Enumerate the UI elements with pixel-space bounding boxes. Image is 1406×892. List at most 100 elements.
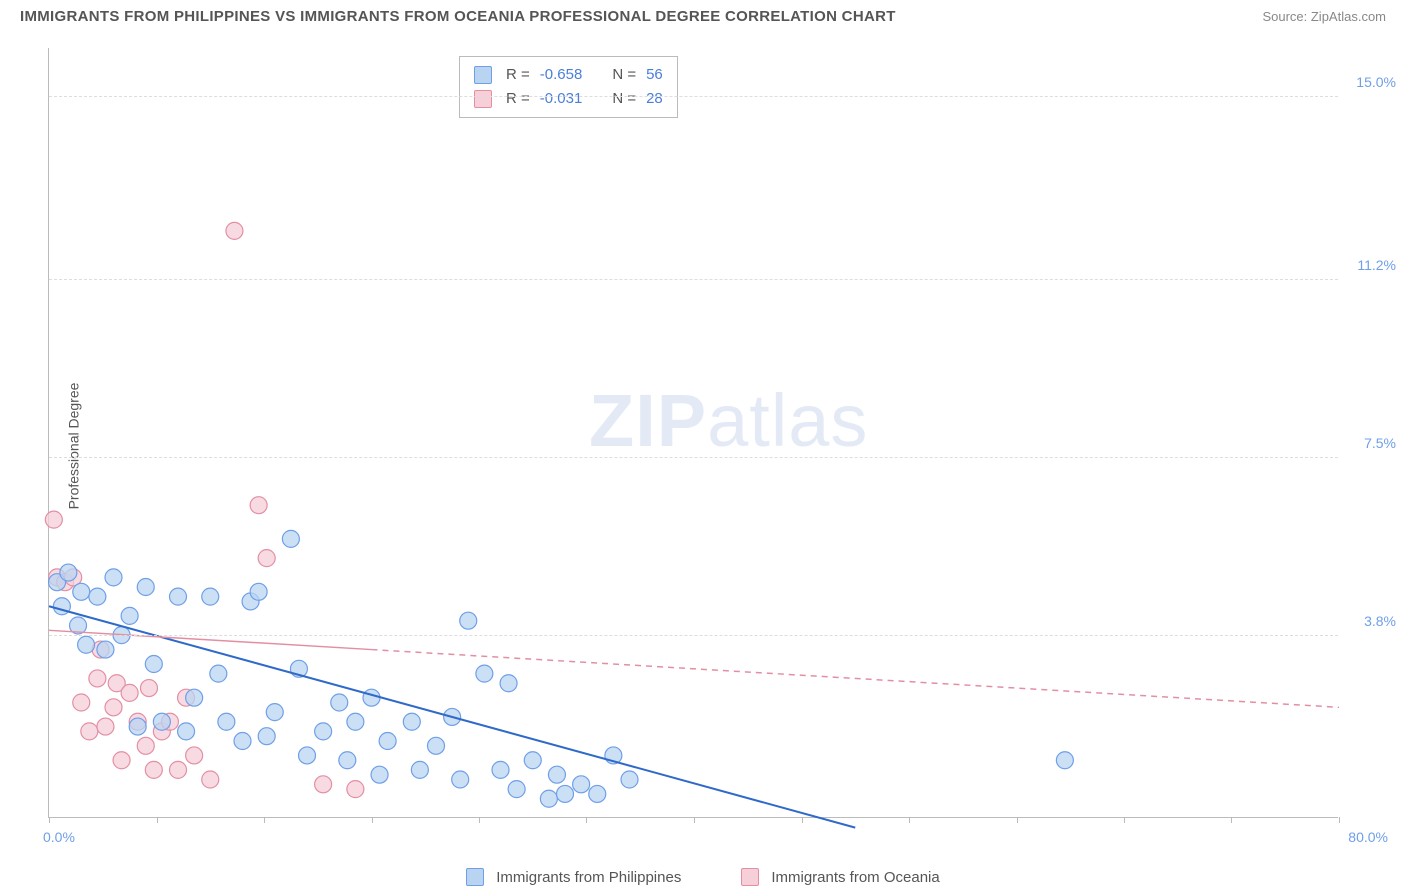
- scatter-point: [234, 733, 251, 750]
- r-label: R =: [506, 63, 530, 87]
- y-tick-label: 11.2%: [1357, 257, 1396, 273]
- scatter-point: [1056, 752, 1073, 769]
- scatter-point: [145, 656, 162, 673]
- scatter-point: [137, 737, 154, 754]
- swatch-oceania: [474, 90, 492, 108]
- scatter-point: [226, 222, 243, 239]
- r-value-philippines: -0.658: [540, 63, 583, 87]
- scatter-point: [508, 781, 525, 798]
- x-tick-mark: [802, 817, 803, 823]
- x-tick-mark: [49, 817, 50, 823]
- scatter-point: [557, 785, 574, 802]
- gridline: [49, 457, 1338, 458]
- n-value-philippines: 56: [646, 63, 663, 87]
- scatter-point: [121, 684, 138, 701]
- scatter-point: [589, 785, 606, 802]
- scatter-point: [60, 564, 77, 581]
- scatter-point: [476, 665, 493, 682]
- x-end-label: 80.0%: [1348, 829, 1388, 845]
- y-tick-label: 15.0%: [1356, 74, 1396, 90]
- swatch-oceania: [741, 868, 759, 886]
- scatter-point: [145, 761, 162, 778]
- scatter-point: [97, 641, 114, 658]
- scatter-point: [186, 747, 203, 764]
- scatter-point: [347, 781, 364, 798]
- scatter-point: [105, 699, 122, 716]
- scatter-point: [153, 713, 170, 730]
- scatter-point: [548, 766, 565, 783]
- scatter-point: [428, 737, 445, 754]
- n-label: N =: [612, 87, 636, 111]
- scatter-point: [186, 689, 203, 706]
- scatter-point: [45, 511, 62, 528]
- scatter-point: [282, 530, 299, 547]
- scatter-svg: [49, 48, 1338, 817]
- scatter-point: [89, 588, 106, 605]
- x-tick-mark: [694, 817, 695, 823]
- scatter-point: [403, 713, 420, 730]
- r-label: R =: [506, 87, 530, 111]
- legend-label-philippines: Immigrants from Philippines: [496, 869, 681, 886]
- stats-row-oceania: R = -0.031 N = 28: [474, 87, 663, 111]
- scatter-point: [97, 718, 114, 735]
- gridline: [49, 635, 1338, 636]
- scatter-point: [140, 680, 157, 697]
- scatter-point: [250, 497, 267, 514]
- chart-plot-area: ZIPatlas R = -0.658 N = 56 R = -0.031 N …: [48, 48, 1338, 818]
- scatter-point: [266, 704, 283, 721]
- scatter-point: [170, 588, 187, 605]
- scatter-point: [379, 733, 396, 750]
- scatter-point: [121, 607, 138, 624]
- n-value-oceania: 28: [646, 87, 663, 111]
- scatter-point: [524, 752, 541, 769]
- scatter-point: [347, 713, 364, 730]
- x-tick-mark: [586, 817, 587, 823]
- scatter-point: [331, 694, 348, 711]
- scatter-point: [492, 761, 509, 778]
- legend-label-oceania: Immigrants from Oceania: [771, 869, 939, 886]
- scatter-point: [129, 718, 146, 735]
- x-tick-mark: [909, 817, 910, 823]
- scatter-point: [315, 723, 332, 740]
- scatter-point: [250, 583, 267, 600]
- stats-legend-box: R = -0.658 N = 56 R = -0.031 N = 28: [459, 56, 678, 118]
- stats-row-philippines: R = -0.658 N = 56: [474, 63, 663, 87]
- source-attribution: Source: ZipAtlas.com: [1262, 9, 1386, 24]
- scatter-point: [452, 771, 469, 788]
- scatter-point: [210, 665, 227, 682]
- scatter-point: [170, 761, 187, 778]
- x-tick-mark: [372, 817, 373, 823]
- scatter-point: [89, 670, 106, 687]
- n-label: N =: [612, 63, 636, 87]
- scatter-point: [258, 728, 275, 745]
- scatter-point: [202, 771, 219, 788]
- scatter-point: [299, 747, 316, 764]
- r-value-oceania: -0.031: [540, 87, 583, 111]
- chart-title: IMMIGRANTS FROM PHILIPPINES VS IMMIGRANT…: [20, 8, 896, 25]
- scatter-point: [371, 766, 388, 783]
- scatter-point: [460, 612, 477, 629]
- scatter-point: [105, 569, 122, 586]
- scatter-point: [113, 752, 130, 769]
- legend-item-philippines: Immigrants from Philippines: [466, 868, 681, 886]
- scatter-point: [621, 771, 638, 788]
- y-tick-label: 3.8%: [1364, 613, 1396, 629]
- scatter-point: [73, 583, 90, 600]
- scatter-point: [573, 776, 590, 793]
- scatter-point: [137, 579, 154, 596]
- scatter-point: [540, 790, 557, 807]
- x-tick-mark: [1231, 817, 1232, 823]
- scatter-point: [81, 723, 98, 740]
- gridline: [49, 279, 1338, 280]
- scatter-point: [78, 636, 95, 653]
- x-tick-mark: [479, 817, 480, 823]
- scatter-point: [258, 550, 275, 567]
- x-tick-mark: [1124, 817, 1125, 823]
- scatter-point: [500, 675, 517, 692]
- scatter-point: [339, 752, 356, 769]
- x-start-label: 0.0%: [43, 829, 75, 845]
- scatter-point: [411, 761, 428, 778]
- trend-line: [372, 650, 1340, 708]
- scatter-point: [202, 588, 219, 605]
- scatter-point: [73, 694, 90, 711]
